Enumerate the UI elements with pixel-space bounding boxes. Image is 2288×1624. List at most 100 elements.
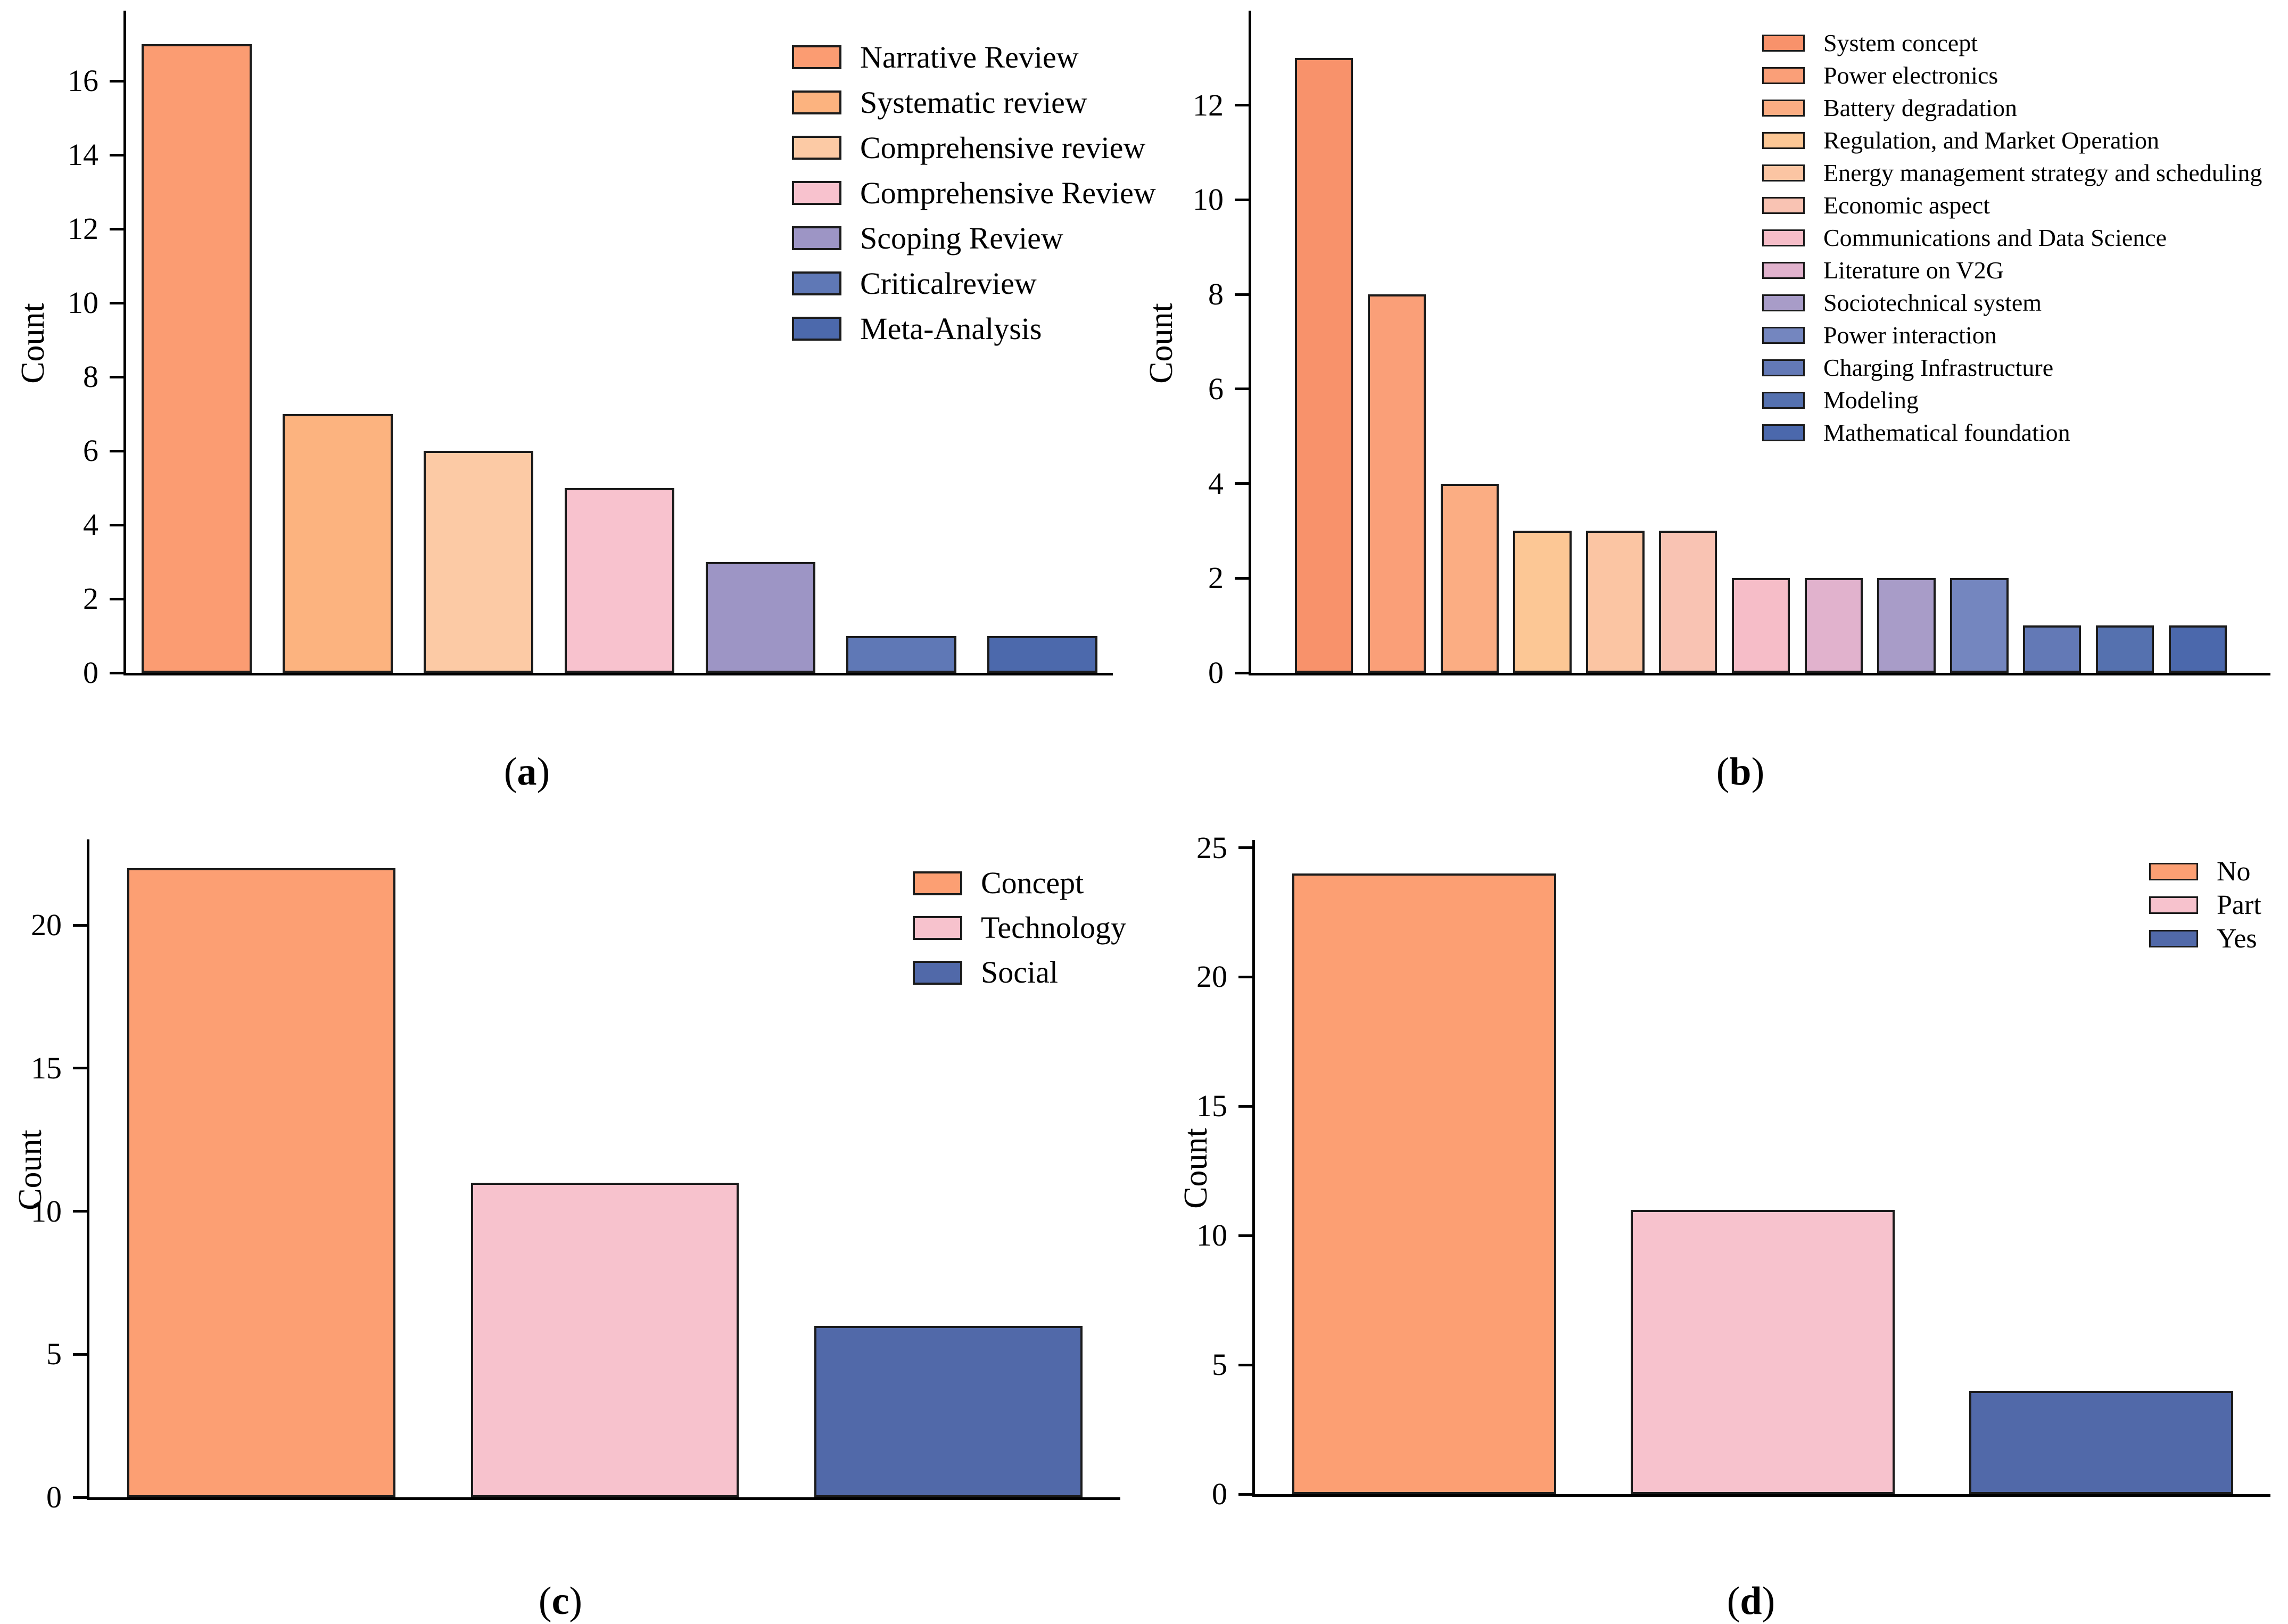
y-tick-label: 2 — [83, 581, 98, 616]
legend-label: Narrative Review — [860, 39, 1079, 75]
y-tick-mark — [1238, 846, 1252, 850]
y-tick-label: 14 — [68, 137, 98, 172]
legend-label: No — [2217, 856, 2251, 887]
legend-label: Yes — [2217, 923, 2257, 954]
y-axis-ticks: 0 5 10 15 20 25 — [1196, 832, 2270, 1510]
legend-swatch — [913, 916, 962, 940]
paren-open: ( — [1727, 1579, 1740, 1623]
legend-item: Power interaction — [1762, 319, 2262, 351]
legend-swatch — [1762, 34, 1805, 52]
legend-item: Comprehensive Review — [792, 170, 1156, 216]
legend-swatch — [792, 226, 841, 250]
paren-close: ) — [536, 750, 550, 794]
bar-comprehensive-review — [564, 488, 675, 673]
panel-label-d: (d) — [1727, 1581, 1775, 1621]
legend-item: Comprehensive review — [792, 125, 1156, 170]
y-tick-label: 0 — [46, 1480, 62, 1514]
y-tick-mark — [73, 1210, 87, 1213]
legend-item: Meta-Analysis — [792, 306, 1156, 351]
legend-swatch — [792, 136, 841, 160]
y-tick-mark — [73, 1067, 87, 1070]
legend-swatch — [1762, 294, 1805, 311]
legend-item: Economic aspect — [1762, 189, 2262, 221]
y-tick-label: 0 — [83, 655, 98, 690]
legend-label: System concept — [1823, 29, 1978, 56]
bar-system-concept — [1295, 57, 1353, 673]
bar-literature-on-v2g — [1804, 578, 1863, 673]
plot-area-b: 0 2 4 6 8 10 12 — [1193, 11, 2270, 688]
legend-item: Energy management strategy and schedulin… — [1762, 156, 2262, 189]
legend-swatch — [1762, 359, 1805, 376]
legend-item: Concept — [913, 861, 1126, 905]
legend-item: Mathematical foundation — [1762, 416, 2262, 449]
y-tick-label: 10 — [1196, 1218, 1227, 1253]
legend-swatch — [913, 871, 962, 895]
legend-item: System concept — [1762, 27, 2262, 59]
legend-item: Power electronics — [1762, 59, 2262, 92]
y-tick-mark — [1238, 1234, 1252, 1237]
legend-swatch — [792, 45, 841, 69]
legend-swatch — [792, 271, 841, 295]
y-tick-mark — [73, 1496, 87, 1499]
paren-close: ) — [1762, 1579, 1775, 1623]
legend-label: Power interaction — [1823, 321, 1997, 349]
legend-item: Systematic review — [792, 80, 1156, 125]
panel-letter: a — [517, 750, 537, 794]
bar-meta-analysis — [987, 636, 1097, 673]
y-tick-mark — [1235, 198, 1249, 201]
legend-item: No — [2149, 855, 2261, 888]
bar-social — [814, 1325, 1083, 1497]
paren-close: ) — [1751, 750, 1765, 794]
y-tick-mark — [110, 79, 123, 83]
y-tick-mark — [1238, 975, 1252, 978]
bar-economic-aspect — [1659, 531, 1717, 673]
y-tick-label: 4 — [83, 507, 98, 542]
plot-area-a: 0 2 4 6 8 10 12 14 16 — [68, 11, 1113, 688]
y-tick-mark — [110, 671, 123, 674]
y-axis-title: Count — [1178, 1128, 1214, 1209]
bar-criticalreview — [846, 636, 956, 673]
y-tick-label: 8 — [1208, 277, 1224, 312]
panel-label-b: (b) — [1716, 752, 1764, 792]
legend-a: Narrative Review Systematic review Compreh… — [792, 35, 1156, 351]
legend-item: Sociotechnical system — [1762, 286, 2262, 319]
y-tick-label: 20 — [1196, 959, 1227, 994]
y-tick-label: 10 — [68, 285, 98, 320]
y-tick-label: 0 — [1212, 1477, 1227, 1511]
legend-label: Economic aspect — [1823, 191, 1990, 219]
bars-group — [1251, 11, 2270, 673]
y-axis-ticks: 0 5 10 15 20 — [31, 839, 1120, 1513]
legend-item: Narrative Review — [792, 35, 1156, 80]
y-tick-mark — [1235, 388, 1249, 391]
y-axis-ticks: 0 2 4 6 8 10 12 — [1193, 11, 2270, 688]
bar-mathematical-foundation — [2168, 625, 2227, 673]
legend-swatch — [1762, 131, 1805, 149]
y-axis-title: Count — [15, 303, 51, 384]
legend-label: Power electronics — [1823, 61, 1998, 89]
legend-label: Communications and Data Science — [1823, 224, 2167, 251]
legend-swatch — [1762, 326, 1805, 344]
legend-label: Literature on V2G — [1823, 256, 2004, 284]
legend-swatch — [1762, 391, 1805, 409]
y-tick-mark — [1235, 104, 1249, 107]
legend-label: Part — [2217, 889, 2261, 920]
bars-group — [126, 11, 1113, 673]
bar-no — [1292, 873, 1557, 1494]
y-tick-mark — [1238, 1104, 1252, 1108]
legend-label: Mathematical foundation — [1823, 418, 2070, 446]
bar-power-interaction — [1950, 578, 2009, 673]
legend-swatch — [1762, 229, 1805, 246]
legend-label: Energy management strategy and schedulin… — [1823, 159, 2262, 186]
y-tick-label: 6 — [83, 433, 98, 468]
legend-label: Systematic review — [860, 85, 1087, 120]
plot-area-d: 0 5 10 15 20 25 — [1196, 832, 2270, 1510]
legend-swatch — [2149, 930, 2198, 947]
legend-swatch — [792, 181, 841, 205]
y-tick-label: 16 — [68, 63, 98, 98]
legend-item: Battery degradation — [1762, 92, 2262, 124]
legend-label: Regulation, and Market Operation — [1823, 126, 2160, 154]
legend-item: Charging Infrastructure — [1762, 351, 2262, 384]
legend-item: Technology — [913, 905, 1126, 950]
bar-communications-and-data-science — [1731, 578, 1790, 673]
paren-open: ( — [538, 1579, 552, 1623]
